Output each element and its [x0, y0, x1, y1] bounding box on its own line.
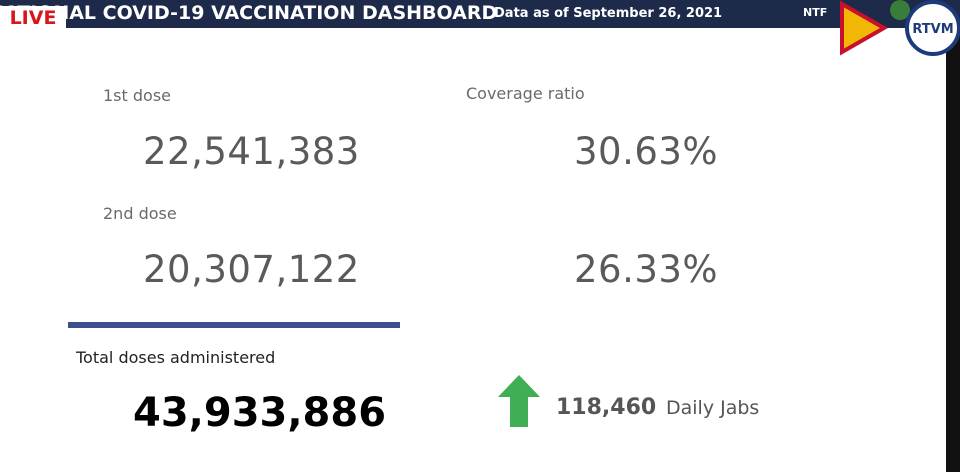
- second-dose-value: 20,307,122: [143, 248, 360, 291]
- live-badge: LIVE: [0, 6, 66, 30]
- first-coverage-value: 30.63%: [574, 130, 719, 173]
- logo-text: NTF: [803, 6, 828, 19]
- daily-value: 118,460: [556, 395, 657, 420]
- daily-label: Daily Jabs: [666, 397, 760, 419]
- rtvm-logo-text: RTVM: [912, 22, 953, 37]
- coverage-label: Coverage ratio: [466, 84, 585, 103]
- rtvm-logo: [905, 0, 960, 56]
- right-strip: [946, 28, 960, 472]
- header-bar: [0, 0, 960, 28]
- seal-logo: [890, 0, 910, 20]
- logos: RTVM: [840, 0, 960, 56]
- divider: [68, 322, 400, 328]
- total-label: Total doses administered: [76, 348, 276, 367]
- flag-logo: [840, 0, 889, 56]
- first-dose-value: 22,541,383: [143, 130, 360, 173]
- header-title: NATIONAL COVID-19 VACCINATION DASHBOARD: [0, 2, 498, 24]
- second-coverage-value: 26.33%: [574, 248, 719, 291]
- up-arrow: [498, 375, 540, 427]
- header-date: Data as of September 26, 2021: [494, 6, 723, 21]
- arrow-shape: [498, 375, 540, 427]
- total-value: 43,933,886: [133, 390, 387, 436]
- first-dose-label: 1st dose: [103, 86, 171, 105]
- second-dose-label: 2nd dose: [103, 204, 177, 223]
